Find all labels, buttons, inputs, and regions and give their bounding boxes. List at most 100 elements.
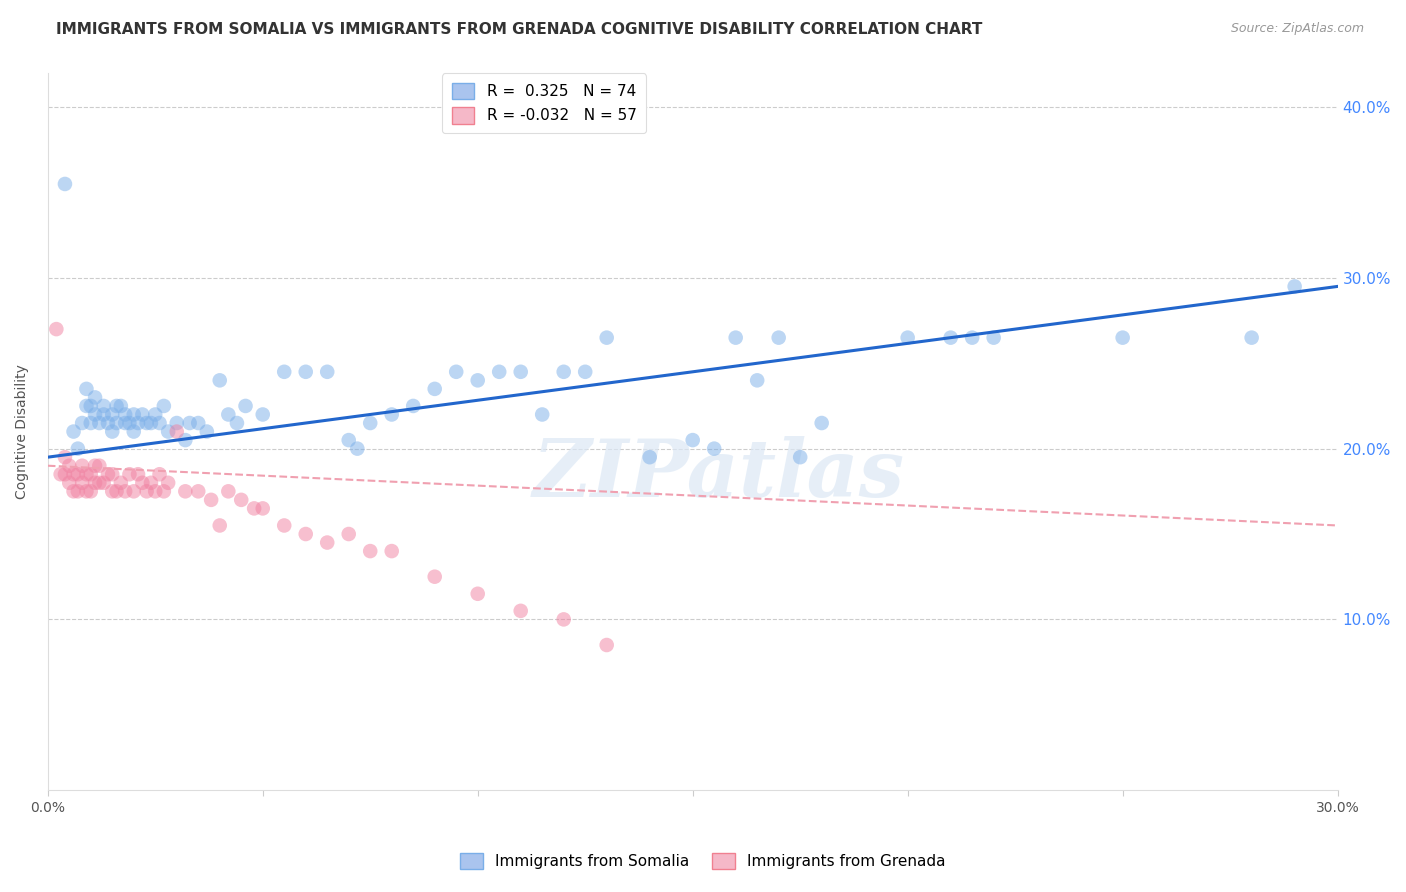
Point — [153, 484, 176, 499]
Point — [135, 416, 157, 430]
Point — [80, 467, 103, 482]
Point — [66, 484, 89, 499]
Point — [596, 638, 619, 652]
Point — [226, 416, 249, 430]
Point — [131, 475, 153, 490]
Point — [122, 408, 145, 422]
Point — [66, 467, 89, 482]
Point — [747, 373, 769, 387]
Point — [1240, 331, 1263, 345]
Point — [810, 416, 832, 430]
Point — [75, 467, 97, 482]
Point — [381, 544, 404, 558]
Point — [187, 416, 209, 430]
Point — [93, 408, 115, 422]
Point — [143, 484, 166, 499]
Point — [80, 416, 103, 430]
Point — [243, 501, 266, 516]
Point — [139, 475, 162, 490]
Point — [273, 518, 295, 533]
Point — [1284, 279, 1306, 293]
Text: IMMIGRANTS FROM SOMALIA VS IMMIGRANTS FROM GRENADA COGNITIVE DISABILITY CORRELAT: IMMIGRANTS FROM SOMALIA VS IMMIGRANTS FR… — [56, 22, 983, 37]
Point — [105, 484, 128, 499]
Point — [359, 544, 381, 558]
Text: Source: ZipAtlas.com: Source: ZipAtlas.com — [1230, 22, 1364, 36]
Point — [252, 408, 274, 422]
Point — [381, 408, 404, 422]
Point — [231, 492, 253, 507]
Point — [638, 450, 661, 465]
Point — [58, 458, 80, 473]
Point — [49, 467, 72, 482]
Point — [62, 484, 84, 499]
Point — [897, 331, 920, 345]
Point — [939, 331, 962, 345]
Point — [682, 433, 704, 447]
Point — [143, 408, 166, 422]
Point — [789, 450, 811, 465]
Point — [316, 365, 339, 379]
Point — [148, 467, 170, 482]
Point — [235, 399, 257, 413]
Point — [75, 399, 97, 413]
Point — [53, 467, 76, 482]
Point — [62, 467, 84, 482]
Point — [93, 475, 115, 490]
Point — [97, 416, 120, 430]
Point — [131, 408, 153, 422]
Point — [80, 399, 103, 413]
Point — [768, 331, 790, 345]
Legend: R =  0.325   N = 74, R = -0.032   N = 57: R = 0.325 N = 74, R = -0.032 N = 57 — [443, 73, 645, 133]
Point — [179, 416, 201, 430]
Point — [101, 467, 124, 482]
Point — [70, 475, 93, 490]
Point — [122, 425, 145, 439]
Point — [122, 484, 145, 499]
Point — [166, 425, 188, 439]
Point — [110, 475, 132, 490]
Point — [127, 416, 149, 430]
Point — [187, 484, 209, 499]
Point — [139, 416, 162, 430]
Point — [89, 416, 111, 430]
Point — [89, 475, 111, 490]
Point — [346, 442, 368, 456]
Point — [531, 408, 554, 422]
Point — [423, 382, 446, 396]
Point — [45, 322, 67, 336]
Point — [166, 416, 188, 430]
Point — [273, 365, 295, 379]
Point — [467, 373, 489, 387]
Point — [174, 433, 197, 447]
Point — [423, 570, 446, 584]
Point — [157, 475, 180, 490]
Point — [217, 484, 239, 499]
Point — [58, 475, 80, 490]
Point — [114, 416, 136, 430]
Point — [84, 458, 107, 473]
Point — [252, 501, 274, 516]
Y-axis label: Cognitive Disability: Cognitive Disability — [15, 364, 30, 499]
Point — [200, 492, 222, 507]
Point — [105, 399, 128, 413]
Point — [157, 425, 180, 439]
Point — [101, 484, 124, 499]
Point — [703, 442, 725, 456]
Point — [983, 331, 1005, 345]
Point — [101, 408, 124, 422]
Text: ZIPatlas: ZIPatlas — [533, 436, 904, 513]
Point — [316, 535, 339, 549]
Point — [337, 433, 360, 447]
Point — [174, 484, 197, 499]
Point — [75, 382, 97, 396]
Point — [208, 373, 231, 387]
Point — [553, 365, 575, 379]
Point — [62, 425, 84, 439]
Point — [467, 587, 489, 601]
Point — [70, 458, 93, 473]
Point — [1111, 331, 1133, 345]
Point — [105, 416, 128, 430]
Point — [93, 399, 115, 413]
Point — [337, 527, 360, 541]
Point — [75, 484, 97, 499]
